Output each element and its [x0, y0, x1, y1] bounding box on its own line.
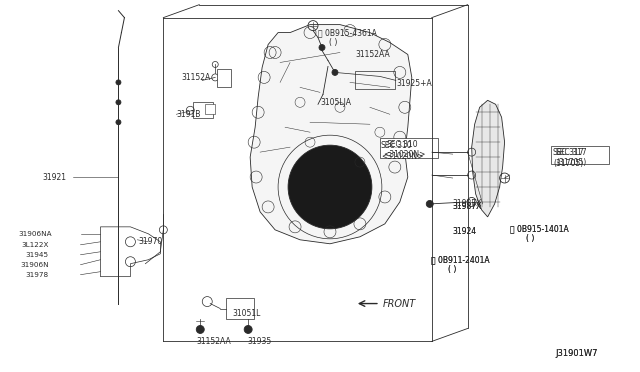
Text: Ⓝ 0B911-2401A: Ⓝ 0B911-2401A — [431, 255, 490, 264]
Text: 31987X: 31987X — [452, 202, 482, 211]
FancyBboxPatch shape — [193, 102, 213, 118]
Text: (31705): (31705) — [554, 159, 584, 168]
FancyBboxPatch shape — [552, 146, 609, 164]
Text: 31935: 31935 — [247, 337, 271, 346]
FancyBboxPatch shape — [226, 298, 254, 320]
Text: SEC.317: SEC.317 — [556, 148, 587, 157]
FancyBboxPatch shape — [205, 104, 215, 114]
Circle shape — [196, 326, 204, 333]
Text: (31705): (31705) — [557, 158, 587, 167]
Text: Ⓜ 0B915-1401A: Ⓜ 0B915-1401A — [509, 224, 568, 233]
Text: <31020N>: <31020N> — [383, 150, 425, 158]
Text: J31901W7: J31901W7 — [556, 349, 598, 358]
Text: 31924: 31924 — [452, 227, 477, 236]
Text: <31020N>: <31020N> — [381, 152, 423, 161]
Text: 31970: 31970 — [138, 237, 163, 246]
Text: Ⓜ 0B915-4361A: Ⓜ 0B915-4361A — [318, 28, 377, 37]
Text: FRONT: FRONT — [383, 299, 416, 308]
Text: Ⓜ 0B915-1401A: Ⓜ 0B915-1401A — [509, 224, 568, 233]
Text: ( ): ( ) — [525, 234, 534, 243]
Circle shape — [319, 45, 325, 51]
Circle shape — [116, 120, 121, 125]
Text: 3105LJA: 3105LJA — [320, 98, 351, 107]
Text: SEC.317: SEC.317 — [552, 148, 584, 157]
Circle shape — [244, 326, 252, 333]
Text: J31901W7: J31901W7 — [556, 349, 598, 358]
FancyBboxPatch shape — [380, 138, 438, 158]
Text: 31152AA: 31152AA — [196, 337, 231, 346]
Text: 31152A: 31152A — [181, 73, 211, 82]
Text: 31978: 31978 — [26, 272, 49, 278]
Polygon shape — [472, 100, 504, 217]
Text: 31906N: 31906N — [20, 262, 49, 268]
Circle shape — [116, 80, 121, 85]
Text: 31945: 31945 — [26, 252, 49, 258]
Circle shape — [288, 145, 372, 229]
Text: ( ): ( ) — [448, 265, 456, 274]
Text: ( ): ( ) — [525, 234, 534, 243]
Text: 31987X: 31987X — [452, 202, 482, 211]
Text: SEC.310: SEC.310 — [381, 141, 413, 150]
Circle shape — [116, 100, 121, 105]
Text: ( ): ( ) — [329, 38, 337, 47]
Circle shape — [332, 70, 338, 76]
Circle shape — [426, 201, 433, 208]
Text: 31921: 31921 — [43, 173, 67, 182]
Text: 31924: 31924 — [452, 227, 477, 236]
Text: 31987X: 31987X — [452, 199, 482, 208]
Text: Ⓝ 0B911-2401A: Ⓝ 0B911-2401A — [431, 255, 490, 264]
Text: 31906NA: 31906NA — [19, 231, 52, 237]
Text: 31925+A: 31925+A — [397, 79, 433, 88]
Text: 3L122X: 3L122X — [22, 242, 49, 248]
Text: 31152AA: 31152AA — [355, 50, 390, 59]
Text: SEC.310: SEC.310 — [387, 140, 419, 149]
Text: 31051L: 31051L — [232, 309, 260, 318]
Text: 3191B: 3191B — [176, 110, 201, 119]
Text: ( ): ( ) — [448, 265, 456, 274]
Polygon shape — [250, 25, 412, 244]
FancyBboxPatch shape — [217, 70, 231, 87]
